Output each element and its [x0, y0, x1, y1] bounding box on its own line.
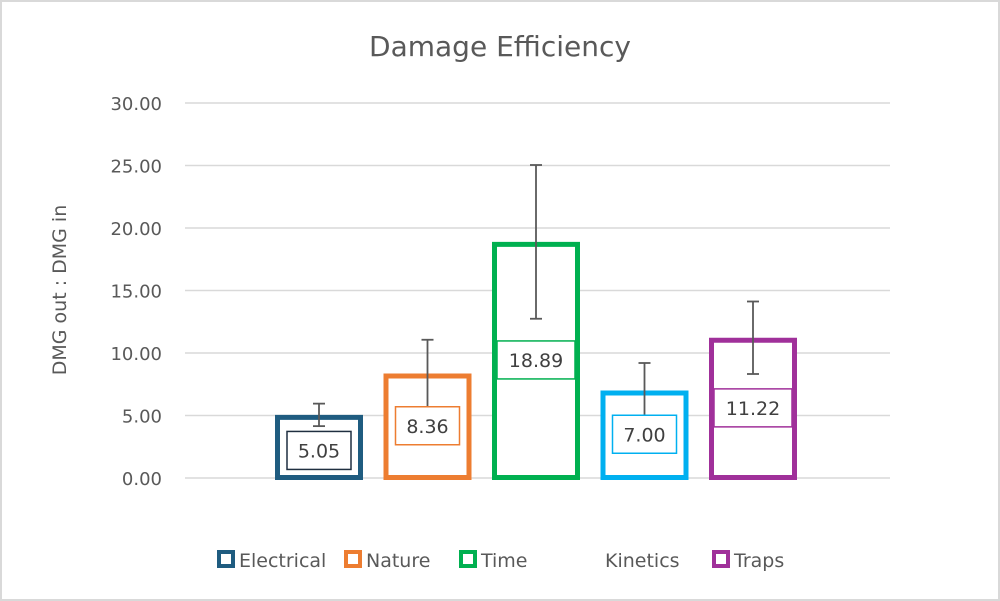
legend-marker: [217, 550, 235, 568]
legend-marker: [344, 550, 362, 568]
y-tick-label: 30.00: [110, 94, 162, 115]
y-tick-label: 15.00: [110, 282, 162, 303]
y-tick-label: 5.00: [122, 407, 162, 428]
data-label: 11.22: [726, 398, 780, 420]
data-label-box: [286, 430, 352, 471]
data-label-box: [394, 406, 461, 446]
y-tick-labels: 0.00 5.00 10.00 15.00 20.00 25.00 30.00: [110, 94, 162, 490]
y-tick-label: 0.00: [122, 469, 162, 490]
legend-label: Electrical: [239, 550, 326, 572]
data-label: 7.00: [623, 424, 665, 446]
legend-label: Kinetics: [605, 550, 680, 572]
legend-marker: [712, 550, 730, 568]
legend-label: Traps: [733, 550, 784, 572]
legend-label: Nature: [366, 550, 430, 572]
bars: 5.05 8.36 18.89 7.00 11.22: [275, 164, 797, 480]
legend-item-electrical: Electrical: [217, 550, 326, 572]
data-label: 5.05: [298, 440, 340, 462]
legend-item-nature: Nature: [344, 550, 430, 572]
bar-group-traps: 11.22: [709, 300, 797, 480]
data-label-box: [496, 340, 576, 380]
y-axis-label: DMG out : DMG in: [49, 205, 71, 376]
legend-label: Time: [480, 550, 528, 572]
y-tick-label: 10.00: [110, 344, 162, 365]
bar-group-electrical: 5.05: [275, 402, 363, 480]
data-label-box: [713, 388, 793, 428]
data-label-box: [611, 414, 678, 454]
y-tick-label: 20.00: [110, 219, 162, 240]
bar-group-nature: 8.36: [383, 338, 472, 480]
legend-item-traps: Traps: [712, 550, 784, 572]
bar-group-time: 18.89: [492, 164, 580, 480]
data-label: 18.89: [509, 350, 563, 372]
bar-group-kinetics: 7.00: [600, 362, 689, 480]
legend-marker: [459, 550, 477, 568]
legend: Electrical Nature Time Kinetics Traps: [217, 550, 784, 572]
chart-title: Damage Efficiency: [369, 30, 631, 63]
legend-item-kinetics: Kinetics: [605, 550, 680, 572]
data-label: 8.36: [406, 416, 448, 438]
legend-item-time: Time: [459, 550, 528, 572]
y-tick-label: 25.00: [110, 157, 162, 178]
